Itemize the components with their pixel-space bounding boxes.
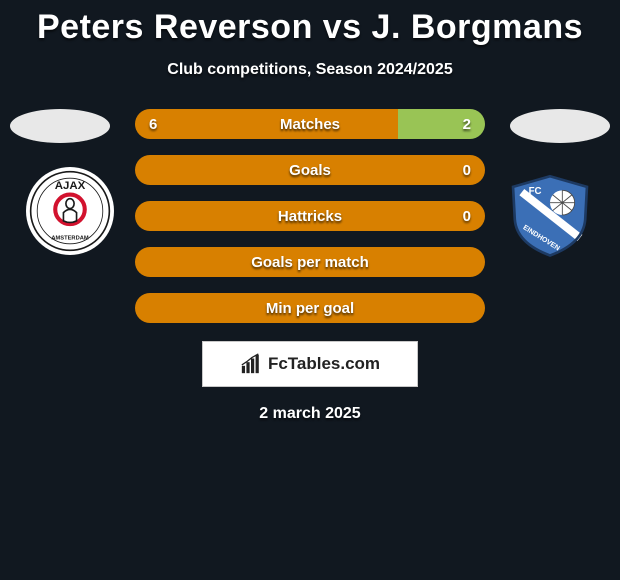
player-left-placeholder [10, 109, 110, 143]
stat-bar: Goals0 [135, 155, 485, 185]
stat-bar: Hattricks0 [135, 201, 485, 231]
ajax-icon: AJAX AMSTERDAM [29, 170, 111, 252]
brand-box: FcTables.com [202, 341, 418, 387]
stat-value-left: 6 [149, 116, 157, 133]
stat-bar: Goals per match [135, 247, 485, 277]
svg-text:AJAX: AJAX [55, 180, 86, 192]
stat-value-right: 0 [463, 162, 471, 179]
stat-value-right: 2 [463, 116, 471, 133]
stat-label: Matches [135, 116, 485, 133]
eindhoven-icon: FC EINDHOVEN [506, 171, 594, 259]
comparison-panel: AJAX AMSTERDAM FC EINDHOVEN Matches6 2 Goa… [0, 109, 620, 423]
svg-text:FC: FC [529, 186, 542, 197]
stat-label: Hattricks [135, 208, 485, 225]
brand-text: FcTables.com [268, 354, 380, 374]
page-title: Peters Reverson vs J. Borgmans [0, 0, 620, 47]
comparison-date: 2 march 2025 [0, 405, 620, 423]
club-logo-left: AJAX AMSTERDAM [26, 167, 114, 255]
club-logo-right: FC EINDHOVEN [506, 171, 594, 259]
svg-text:AMSTERDAM: AMSTERDAM [51, 236, 88, 242]
stat-bar: Matches6 2 [135, 109, 485, 139]
stat-bar: Min per goal [135, 293, 485, 323]
stat-value-right: 0 [463, 208, 471, 225]
stat-label: Goals per match [135, 254, 485, 271]
stats-bars: Matches62Goals0Hattricks0Goals per match… [135, 109, 485, 323]
player-right-placeholder [510, 109, 610, 143]
stat-label: Min per goal [135, 300, 485, 317]
stat-label: Goals [135, 162, 485, 179]
chart-icon [240, 353, 262, 375]
page-subtitle: Club competitions, Season 2024/2025 [0, 61, 620, 79]
